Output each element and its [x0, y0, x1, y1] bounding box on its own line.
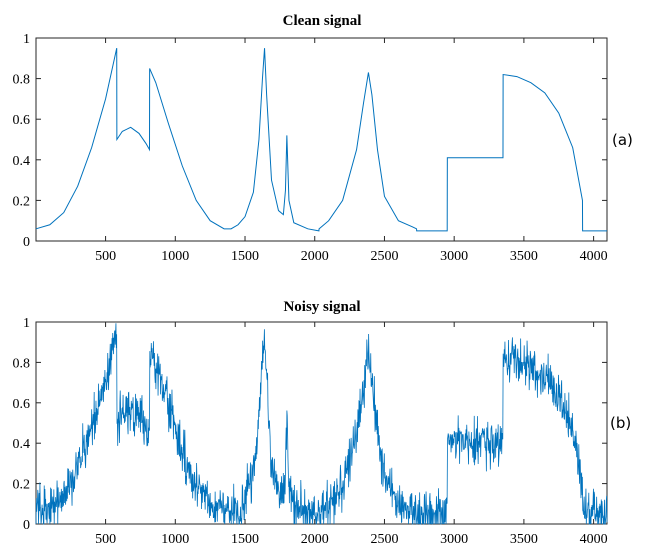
noisy-signal-panel: Noisy signal 500 1000 1500 2000 2500 3000 3500…: [13, 299, 632, 547]
clean-signal-y-tick-label: 0.6: [13, 113, 31, 128]
noisy-signal-axes-box: [35, 321, 608, 525]
noisy-signal-y-tick-label: 0.4: [13, 437, 31, 452]
panel-label-b: (b): [610, 414, 631, 432]
noisy-signal-y-tick-label: 0.8: [13, 356, 31, 371]
clean-signal-y-tick-label: 0.4: [13, 154, 31, 169]
noisy-signal-y-tick-label: 0: [23, 518, 30, 533]
noisy-signal-x-tick-label: 1000: [161, 532, 189, 547]
clean-signal-x-tick-label: 1500: [231, 249, 259, 264]
clean-signal-ticks: 500 1000 1500 2000 2500 3000 3500 4000 0 0.2 0.4 0.…: [13, 32, 608, 264]
clean-signal-y-tick-label: 1: [23, 32, 30, 47]
clean-signal-panel: Clean signal 500 1000 1500 2000 2500 3000 3500…: [13, 13, 633, 264]
noisy-signal-x-tick-label: 3000: [440, 532, 468, 547]
noisy-signal-y-tick-label: 0.6: [13, 397, 31, 412]
clean-signal-x-tick-label: 500: [95, 249, 116, 264]
clean-signal-x-tick-label: 3500: [510, 249, 538, 264]
clean-signal-line: [35, 48, 607, 232]
clean-signal-y-tick-label: 0.8: [13, 73, 31, 88]
noisy-signal-y-tick-label: 1: [23, 316, 30, 331]
noisy-signal-x-tick-label: 2000: [301, 532, 329, 547]
clean-signal-x-tick-label: 2000: [301, 249, 329, 264]
noisy-signal-ticks: 500 1000 1500 2000 2500 3000 3500 4000 0 0.2 0.4 0.…: [13, 316, 608, 547]
noisy-signal-x-tick-label: 4000: [580, 532, 608, 547]
noisy-signal-x-tick-label: 500: [95, 532, 116, 547]
noisy-signal-line: [35, 323, 608, 525]
noisy-signal-title: Noisy signal: [283, 299, 360, 315]
clean-signal-y-tick-label: 0: [23, 235, 30, 250]
noisy-signal-x-tick-label: 3500: [510, 532, 538, 547]
clean-signal-axes-box: [35, 37, 608, 242]
clean-signal-x-tick-label: 4000: [580, 249, 608, 264]
noisy-signal-x-tick-label: 1500: [231, 532, 259, 547]
clean-signal-y-tick-label: 0.2: [13, 194, 31, 209]
panel-label-a: (a): [612, 131, 633, 149]
noisy-signal-y-tick-label: 0.2: [13, 478, 31, 493]
noisy-signal-x-tick-label: 2500: [370, 532, 398, 547]
clean-signal-title: Clean signal: [283, 13, 362, 29]
clean-signal-x-tick-label: 2500: [370, 249, 398, 264]
clean-signal-x-tick-label: 3000: [440, 249, 468, 264]
clean-signal-x-tick-label: 1000: [161, 249, 189, 264]
